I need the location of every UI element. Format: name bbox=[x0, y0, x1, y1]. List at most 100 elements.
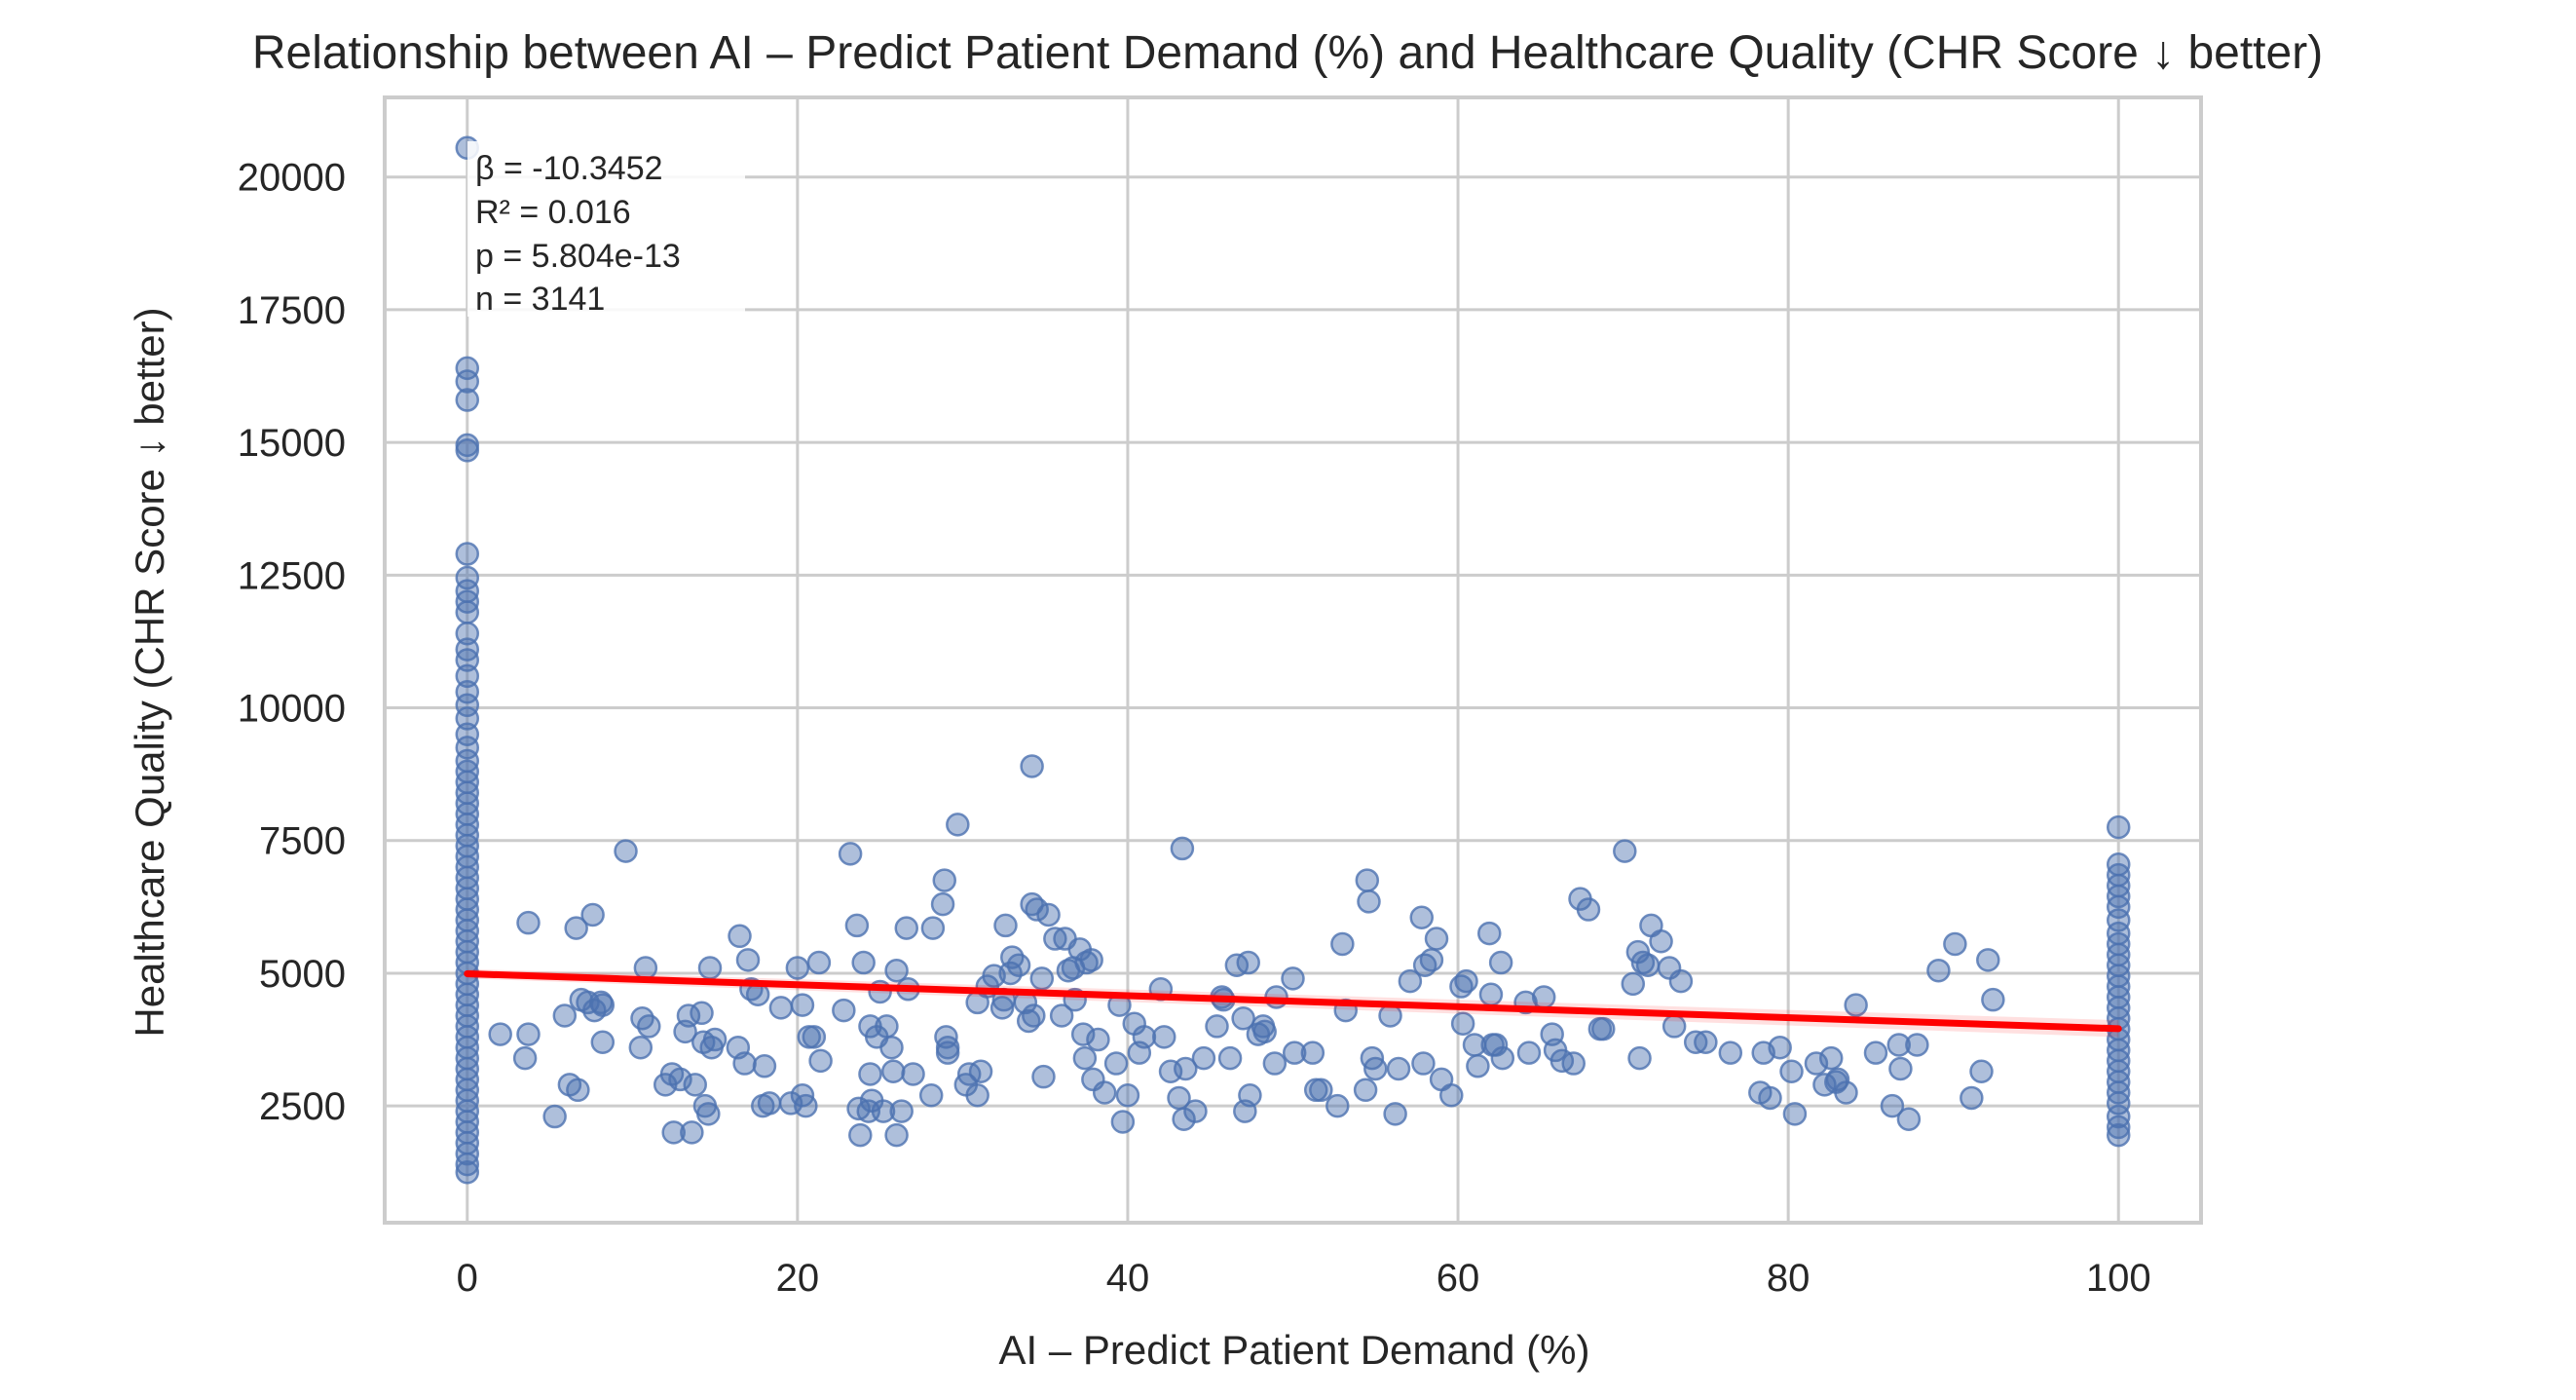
data-point bbox=[1086, 1027, 1110, 1052]
data-point bbox=[1309, 1078, 1333, 1103]
data-point bbox=[1152, 1025, 1176, 1049]
data-point bbox=[832, 998, 856, 1023]
data-point bbox=[590, 1030, 616, 1055]
x-tick-label: 60 bbox=[1437, 1257, 1480, 1300]
data-point bbox=[455, 600, 480, 624]
data-point bbox=[2106, 1115, 2131, 1140]
stat-r-squared: R² = 0.016 bbox=[475, 194, 631, 231]
data-point bbox=[1818, 1045, 1844, 1071]
data-point bbox=[838, 842, 863, 866]
data-point bbox=[930, 891, 955, 917]
data-point bbox=[2106, 1122, 2131, 1148]
data-point bbox=[1981, 987, 2005, 1012]
x-tick-label: 0 bbox=[457, 1257, 478, 1300]
data-point bbox=[1238, 1082, 1262, 1108]
stat-n: n = 3141 bbox=[475, 281, 605, 318]
data-point bbox=[1960, 1085, 1984, 1111]
y-tick-label: 12500 bbox=[238, 554, 346, 597]
data-point bbox=[901, 1062, 925, 1086]
stats-annotation-box bbox=[467, 141, 745, 317]
data-point bbox=[1409, 905, 1434, 929]
data-point bbox=[580, 902, 605, 927]
data-point bbox=[1627, 1045, 1652, 1071]
data-point bbox=[1450, 1011, 1475, 1036]
data-point bbox=[920, 916, 946, 940]
data-point bbox=[1025, 897, 1049, 922]
data-point bbox=[564, 916, 588, 940]
x-tick-labels: 0 20 40 60 80 100 bbox=[457, 1257, 2151, 1300]
data-point bbox=[1880, 1093, 1905, 1118]
data-point bbox=[785, 956, 810, 980]
data-point bbox=[752, 1054, 777, 1078]
data-point bbox=[696, 1102, 721, 1126]
data-point bbox=[1072, 1045, 1098, 1071]
x-tick-label: 20 bbox=[776, 1257, 820, 1300]
data-point bbox=[690, 1001, 714, 1026]
x-tick-label: 100 bbox=[2086, 1257, 2151, 1300]
y-tick-label: 10000 bbox=[238, 688, 346, 731]
data-point bbox=[989, 996, 1015, 1020]
data-point bbox=[806, 950, 832, 975]
data-point bbox=[455, 542, 480, 566]
regression-line-group bbox=[464, 968, 2122, 1038]
data-point bbox=[844, 913, 870, 938]
data-point bbox=[1466, 1054, 1490, 1078]
data-point bbox=[875, 1014, 899, 1039]
data-point bbox=[542, 1104, 567, 1129]
y-tick-label: 7500 bbox=[259, 820, 346, 863]
stat-beta: β = -10.3452 bbox=[475, 150, 663, 187]
data-point bbox=[661, 1120, 686, 1145]
data-point bbox=[455, 438, 480, 463]
data-point bbox=[935, 1035, 960, 1060]
data-point bbox=[1419, 948, 1444, 972]
data-point bbox=[702, 1027, 728, 1052]
data-point bbox=[965, 1082, 989, 1108]
data-point bbox=[1353, 1078, 1378, 1103]
data-point bbox=[1834, 1080, 1858, 1105]
data-point bbox=[1483, 1033, 1509, 1057]
data-point bbox=[1863, 1041, 1888, 1065]
data-point bbox=[1110, 1110, 1136, 1134]
data-point bbox=[1926, 958, 1951, 983]
data-point bbox=[516, 910, 541, 935]
data-point bbox=[697, 956, 723, 980]
data-point bbox=[879, 1035, 904, 1060]
data-point bbox=[512, 1045, 538, 1071]
data-point bbox=[1424, 927, 1449, 951]
data-point bbox=[946, 813, 970, 837]
data-point bbox=[455, 369, 480, 394]
data-point bbox=[1281, 966, 1305, 991]
data-point bbox=[1439, 1082, 1464, 1108]
data-point bbox=[848, 1122, 873, 1148]
data-point bbox=[1768, 1035, 1792, 1060]
data-point bbox=[1355, 868, 1380, 892]
data-point bbox=[1490, 1045, 1515, 1071]
data-point bbox=[1079, 948, 1103, 972]
data-point bbox=[735, 948, 761, 972]
data-point bbox=[1844, 993, 1868, 1017]
data-point bbox=[728, 924, 752, 949]
y-tick-label: 17500 bbox=[238, 289, 346, 332]
data-point bbox=[884, 958, 909, 983]
data-point bbox=[768, 996, 794, 1020]
data-point bbox=[552, 1003, 578, 1028]
data-point bbox=[590, 993, 616, 1017]
data-point bbox=[1969, 1059, 1994, 1083]
data-point bbox=[516, 1022, 541, 1046]
data-point bbox=[1398, 968, 1423, 994]
data-point bbox=[1649, 929, 1673, 954]
data-point bbox=[1049, 1003, 1074, 1028]
data-point bbox=[1205, 1014, 1229, 1039]
data-point bbox=[1386, 1056, 1411, 1081]
data-point bbox=[1325, 1093, 1350, 1118]
data-point bbox=[1282, 1041, 1307, 1065]
data-point bbox=[1621, 971, 1646, 997]
data-point bbox=[932, 868, 957, 892]
data-point bbox=[1006, 953, 1031, 978]
data-point bbox=[1022, 1003, 1046, 1028]
data-point bbox=[1694, 1030, 1718, 1055]
data-point bbox=[1782, 1102, 1808, 1126]
regression-line bbox=[464, 969, 2122, 1033]
